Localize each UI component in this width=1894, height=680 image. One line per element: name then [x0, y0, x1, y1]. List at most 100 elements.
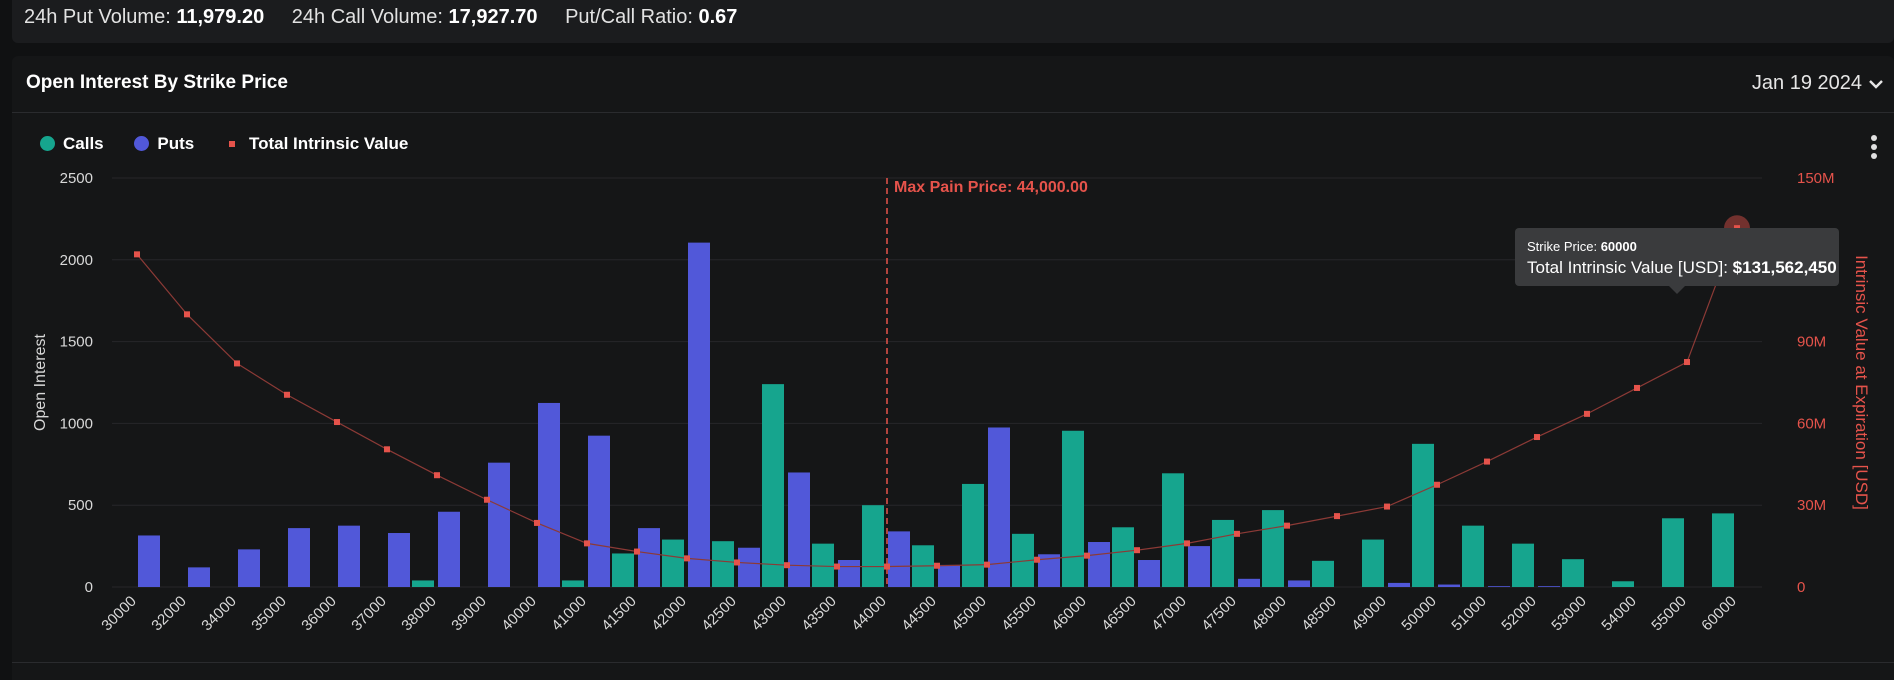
x-tick-label: 53000	[1548, 593, 1590, 635]
expiry-select[interactable]: Jan 19 2024	[1752, 72, 1884, 95]
puts-bar	[938, 564, 960, 587]
puts-bar	[1088, 542, 1110, 587]
y-tick-label: 2000	[60, 252, 93, 269]
x-tick-label: 44500	[898, 593, 940, 635]
puts-bar	[538, 402, 560, 587]
x-tick-label: 39000	[448, 593, 490, 635]
calls-bar	[762, 384, 784, 587]
intrinsic-value-point	[984, 561, 990, 568]
puts-bar	[1538, 586, 1560, 587]
x-tick-label: 44000	[848, 593, 890, 635]
volume-stats: 24h Put Volume: 11,979.20 24h Call Volum…	[24, 6, 759, 29]
tooltip-intrinsic-label: Total Intrinsic Value [USD]:	[1527, 258, 1728, 277]
intrinsic-value-point	[784, 562, 790, 569]
puts-bar	[188, 567, 210, 587]
more-dot-icon	[1871, 153, 1877, 159]
open-interest-chart: 05001000150020002500030M60M90M120M150MOp…	[32, 170, 1871, 635]
puts-bar	[588, 435, 610, 587]
x-tick-label: 48500	[1298, 593, 1340, 635]
chevron-down-icon	[1869, 79, 1883, 89]
x-tick-label: 30000	[98, 593, 140, 635]
intrinsic-value-point	[384, 446, 390, 453]
intrinsic-value-point	[1084, 552, 1090, 559]
calls-bar	[1612, 581, 1634, 587]
legend-calls-label: Calls	[63, 134, 104, 153]
calls-bar	[1412, 443, 1434, 587]
tooltip-intrinsic: Total Intrinsic Value [USD]: $131,562,45…	[1527, 258, 1837, 278]
puts-bar	[1488, 586, 1510, 587]
y-tick-label: 1000	[60, 415, 93, 432]
puts-bar	[138, 535, 160, 587]
x-tick-label: 35000	[248, 593, 290, 635]
intrinsic-value-point	[1584, 410, 1590, 417]
intrinsic-value-point	[1234, 530, 1240, 537]
intrinsic-value-point	[1034, 556, 1040, 563]
y2-tick-label: 150M	[1797, 170, 1835, 187]
calls-bar	[612, 553, 634, 587]
calls-bar	[1162, 473, 1184, 587]
intrinsic-value-point	[484, 496, 490, 503]
calls-bar	[712, 541, 734, 587]
intrinsic-value-point	[734, 559, 740, 566]
put-call-ratio-stat: Put/Call Ratio: 0.67	[565, 6, 737, 28]
calls-bar	[1262, 510, 1284, 587]
calls-bar	[1312, 560, 1334, 587]
y-tick-label: 0	[85, 579, 93, 596]
tooltip-strike-value: 60000	[1600, 239, 1637, 254]
panel-header: Open Interest By Strike Price Jan 19 202…	[12, 56, 1894, 113]
calls-bar	[1512, 543, 1534, 587]
puts-bar	[838, 560, 860, 587]
intrinsic-value-point	[1434, 481, 1440, 488]
calls-bar	[1112, 527, 1134, 587]
puts-bar	[1038, 554, 1060, 587]
x-tick-label: 43000	[748, 593, 790, 635]
calls-bar	[1012, 533, 1034, 587]
y2-tick-label: 0	[1797, 579, 1805, 596]
x-tick-label: 47500	[1198, 593, 1240, 635]
puts-bar	[688, 242, 710, 587]
chart-legend: Calls Puts Total Intrinsic Value	[40, 134, 434, 154]
chart-menu-button[interactable]	[1864, 132, 1884, 162]
puts-bar	[788, 472, 810, 587]
intrinsic-value-point	[884, 563, 890, 570]
puts-bar	[1238, 578, 1260, 587]
legend-intrinsic[interactable]: Total Intrinsic Value	[225, 134, 408, 154]
legend-puts[interactable]: Puts	[134, 134, 194, 154]
puts-bar	[388, 533, 410, 587]
intrinsic-value-point	[334, 419, 340, 426]
intrinsic-value-point	[1634, 384, 1640, 391]
x-tick-label: 45500	[998, 593, 1040, 635]
calls-bar	[1462, 525, 1484, 587]
puts-bar	[338, 525, 360, 587]
x-tick-label: 32000	[148, 593, 190, 635]
max-pain-label: Max Pain Price: 44,000.00	[894, 179, 1088, 196]
intrinsic-value-point	[1384, 503, 1390, 510]
y2-tick-label: 90M	[1797, 334, 1826, 351]
legend-calls[interactable]: Calls	[40, 134, 104, 154]
calls-bar	[862, 505, 884, 587]
calls-bar	[1712, 513, 1734, 587]
intrinsic-value-point	[434, 472, 440, 479]
calls-bar	[662, 539, 684, 587]
calls-bar	[1362, 539, 1384, 587]
x-tick-label: 50000	[1398, 593, 1440, 635]
y-tick-label: 500	[68, 497, 93, 514]
x-tick-label: 52000	[1498, 593, 1540, 635]
x-tick-label: 48000	[1248, 593, 1290, 635]
x-tick-label: 41000	[548, 593, 590, 635]
calls-bar	[1662, 518, 1684, 587]
panel-divider	[12, 662, 1894, 663]
puts-bar	[1438, 584, 1460, 587]
intrinsic-value-point	[684, 555, 690, 562]
y2-tick-label: 60M	[1797, 415, 1826, 432]
intrinsic-value-point	[584, 540, 590, 547]
intrinsic-value-point	[1284, 522, 1290, 529]
puts-bar	[888, 531, 910, 587]
calls-dot-icon	[40, 136, 55, 151]
chart-tooltip: Strike Price: 60000 Total Intrinsic Valu…	[1515, 228, 1839, 294]
call-volume-label: 24h Call Volume:	[291, 6, 443, 28]
calls-bar	[1212, 519, 1234, 587]
intrinsic-value-point	[1184, 540, 1190, 547]
more-dot-icon	[1871, 144, 1877, 150]
x-tick-label: 42500	[698, 593, 740, 635]
